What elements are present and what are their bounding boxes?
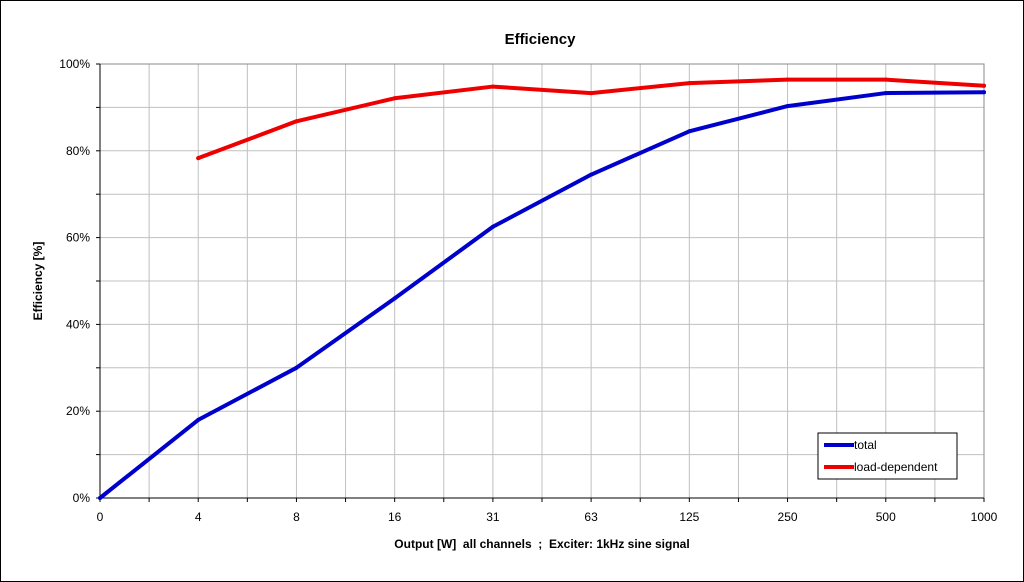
- x-axis-title: Output [W] all channels ; Exciter: 1kHz …: [394, 537, 689, 551]
- data-point-load-dependent: [687, 81, 692, 86]
- legend: total load-dependent: [817, 432, 958, 480]
- x-tick-label: 4: [195, 510, 202, 524]
- data-point-load-dependent: [392, 96, 397, 101]
- x-tick-label: 63: [584, 510, 598, 524]
- x-tick-label: 0: [97, 510, 104, 524]
- series: [98, 77, 986, 500]
- y-tick-label: 100%: [59, 57, 90, 71]
- legend-label-total: total: [854, 438, 877, 452]
- x-tick-label: 1000: [971, 510, 998, 524]
- data-point-total: [589, 172, 594, 177]
- data-point-load-dependent: [982, 83, 986, 88]
- data-point-load-dependent: [883, 77, 888, 82]
- grid: [100, 64, 984, 498]
- data-point-total: [196, 417, 201, 422]
- y-tick-label: 40%: [66, 317, 90, 331]
- data-point-load-dependent: [294, 119, 299, 124]
- series-line-total: [98, 90, 986, 500]
- data-point-total: [883, 91, 888, 96]
- data-point-total: [490, 224, 495, 229]
- x-tick-label: 16: [388, 510, 402, 524]
- data-point-total: [785, 104, 790, 109]
- data-point-load-dependent: [589, 91, 594, 96]
- data-point-load-dependent: [196, 156, 201, 161]
- y-tick-label: 20%: [66, 404, 90, 418]
- x-tick-label: 500: [876, 510, 896, 524]
- data-point-total: [98, 496, 102, 500]
- x-tick-label: 250: [778, 510, 798, 524]
- data-point-load-dependent: [490, 84, 495, 89]
- y-tick-label: 80%: [66, 144, 90, 158]
- x-tick-label: 125: [679, 510, 699, 524]
- legend-label-load-dependent: load-dependent: [854, 460, 938, 474]
- legend-box: [817, 432, 958, 480]
- data-point-total: [687, 129, 692, 134]
- data-point-load-dependent: [785, 77, 790, 82]
- y-tick-label: 60%: [66, 231, 90, 245]
- data-point-total: [392, 296, 397, 301]
- x-tick-label: 8: [293, 510, 300, 524]
- y-tick-label: 0%: [73, 491, 91, 505]
- x-tick-label: 31: [486, 510, 500, 524]
- chart-title: Efficiency: [505, 31, 577, 48]
- data-point-total: [982, 90, 986, 95]
- axes: 0% 20% 40% 60% 80% 100% 0 4 8 16 31 63 125 250 500 1000: [59, 57, 997, 524]
- data-point-total: [294, 365, 299, 370]
- y-axis-title: Efficiency [%]: [31, 242, 45, 321]
